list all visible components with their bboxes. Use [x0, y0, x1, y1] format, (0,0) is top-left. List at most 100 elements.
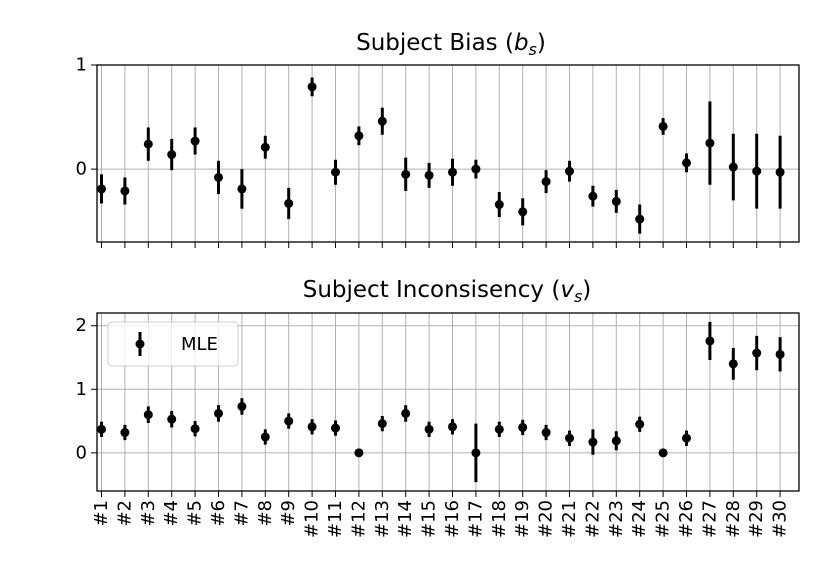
data-point — [565, 166, 574, 176]
data-point — [682, 433, 691, 443]
data-point — [752, 348, 762, 358]
data-point — [97, 424, 106, 434]
data-point — [494, 200, 504, 210]
data-point — [728, 162, 738, 172]
x-tick-label: #19 — [512, 500, 533, 538]
x-tick-label: #7 — [231, 500, 252, 527]
data-point — [424, 424, 434, 434]
data-point — [658, 448, 668, 458]
data-point — [588, 437, 598, 447]
data-point — [167, 414, 177, 424]
data-point — [611, 196, 621, 206]
y-axis: 0 1 2 — [76, 315, 97, 463]
data-point — [120, 186, 130, 196]
subject-inconsistency-panel: Subject Inconsisency (vs) 0 1 2 #1 #2 #3 #4 #5… — [76, 277, 800, 538]
x-axis — [101, 242, 781, 248]
y-tick-label: 1 — [76, 55, 87, 76]
data-point — [354, 448, 364, 458]
x-tick-label: #10 — [302, 500, 323, 538]
x-tick-label: #30 — [770, 500, 791, 538]
data-point — [424, 170, 434, 180]
data-point — [518, 207, 528, 217]
subject-bias-title: Subject Bias (bs) — [356, 30, 546, 59]
plot-frame — [96, 64, 800, 243]
data-point — [260, 142, 270, 152]
x-tick-label: #29 — [746, 500, 767, 538]
data-point — [635, 419, 645, 429]
y-tick-label: 2 — [76, 315, 87, 336]
data-point — [260, 432, 270, 442]
data-point — [307, 422, 317, 432]
data-point — [752, 166, 762, 176]
x-tick-label: #14 — [395, 500, 416, 538]
x-tick-label: #5 — [185, 500, 206, 527]
x-axis: #1 #2 #3 #4 #5 #6 #7 #8 #9 #10 #11 #12 #13 #14 #15 #16 #… — [91, 491, 791, 538]
data-point — [237, 401, 247, 411]
y-axis: 01 — [76, 55, 97, 180]
error-bars — [97, 77, 785, 234]
x-tick-label: #24 — [629, 500, 650, 538]
data-point — [331, 423, 340, 433]
data-point — [588, 191, 598, 201]
data-point — [354, 131, 364, 141]
legend-box — [107, 321, 239, 367]
data-point — [120, 428, 130, 438]
data-point — [214, 408, 223, 418]
data-point — [541, 428, 551, 438]
x-tick-label: #16 — [442, 500, 463, 538]
x-tick-label: #27 — [699, 500, 720, 538]
data-point — [658, 121, 668, 131]
subject-inconsistency-title: Subject Inconsisency (vs) — [303, 277, 592, 306]
x-tick-label: #12 — [348, 500, 369, 538]
data-point — [284, 416, 294, 426]
data-point — [284, 198, 294, 208]
x-tick-label: #13 — [372, 500, 393, 538]
plot-frame — [96, 312, 800, 492]
data-point — [635, 214, 645, 224]
data-point — [377, 116, 387, 126]
data-point — [237, 184, 247, 194]
data-point — [190, 136, 200, 146]
x-tick-label: #20 — [536, 500, 557, 538]
data-point — [448, 422, 457, 432]
data-point — [401, 169, 411, 179]
x-tick-label: #23 — [606, 500, 627, 538]
x-tick-label: #18 — [489, 500, 510, 538]
data-point — [307, 82, 317, 92]
x-tick-label: #17 — [465, 500, 486, 538]
x-tick-label: #4 — [161, 500, 182, 527]
y-tick-label: 0 — [76, 159, 87, 180]
data-point — [448, 167, 457, 177]
data-point — [541, 177, 551, 187]
data-point — [775, 349, 785, 359]
data-point — [611, 436, 621, 446]
grid — [97, 64, 799, 242]
x-tick-label: #9 — [278, 500, 299, 527]
x-tick-label: #25 — [653, 500, 674, 538]
data-point — [705, 138, 715, 148]
legend: MLE — [107, 321, 239, 367]
data-point — [682, 158, 691, 168]
x-tick-label: #1 — [91, 500, 112, 527]
data-point — [565, 433, 574, 443]
data-point — [775, 167, 785, 177]
error-bars — [97, 321, 785, 483]
y-tick-label: 0 — [76, 442, 87, 463]
data-point — [190, 424, 200, 434]
x-tick-label: #21 — [559, 500, 580, 538]
x-tick-label: #8 — [255, 500, 276, 527]
x-tick-label: #15 — [419, 500, 440, 538]
legend-label: MLE — [181, 334, 218, 355]
y-tick-label: 1 — [76, 379, 87, 400]
subject-bias-panel: Subject Bias (bs) 01 — [76, 30, 800, 248]
x-tick-label: #6 — [208, 500, 229, 527]
x-tick-label: #2 — [114, 500, 135, 527]
data-point — [471, 448, 481, 458]
data-point — [705, 336, 715, 346]
data-point — [331, 167, 340, 177]
x-tick-label: #22 — [582, 500, 603, 538]
x-tick-label: #26 — [676, 500, 697, 538]
data-point — [471, 164, 481, 174]
data-point — [401, 408, 411, 418]
